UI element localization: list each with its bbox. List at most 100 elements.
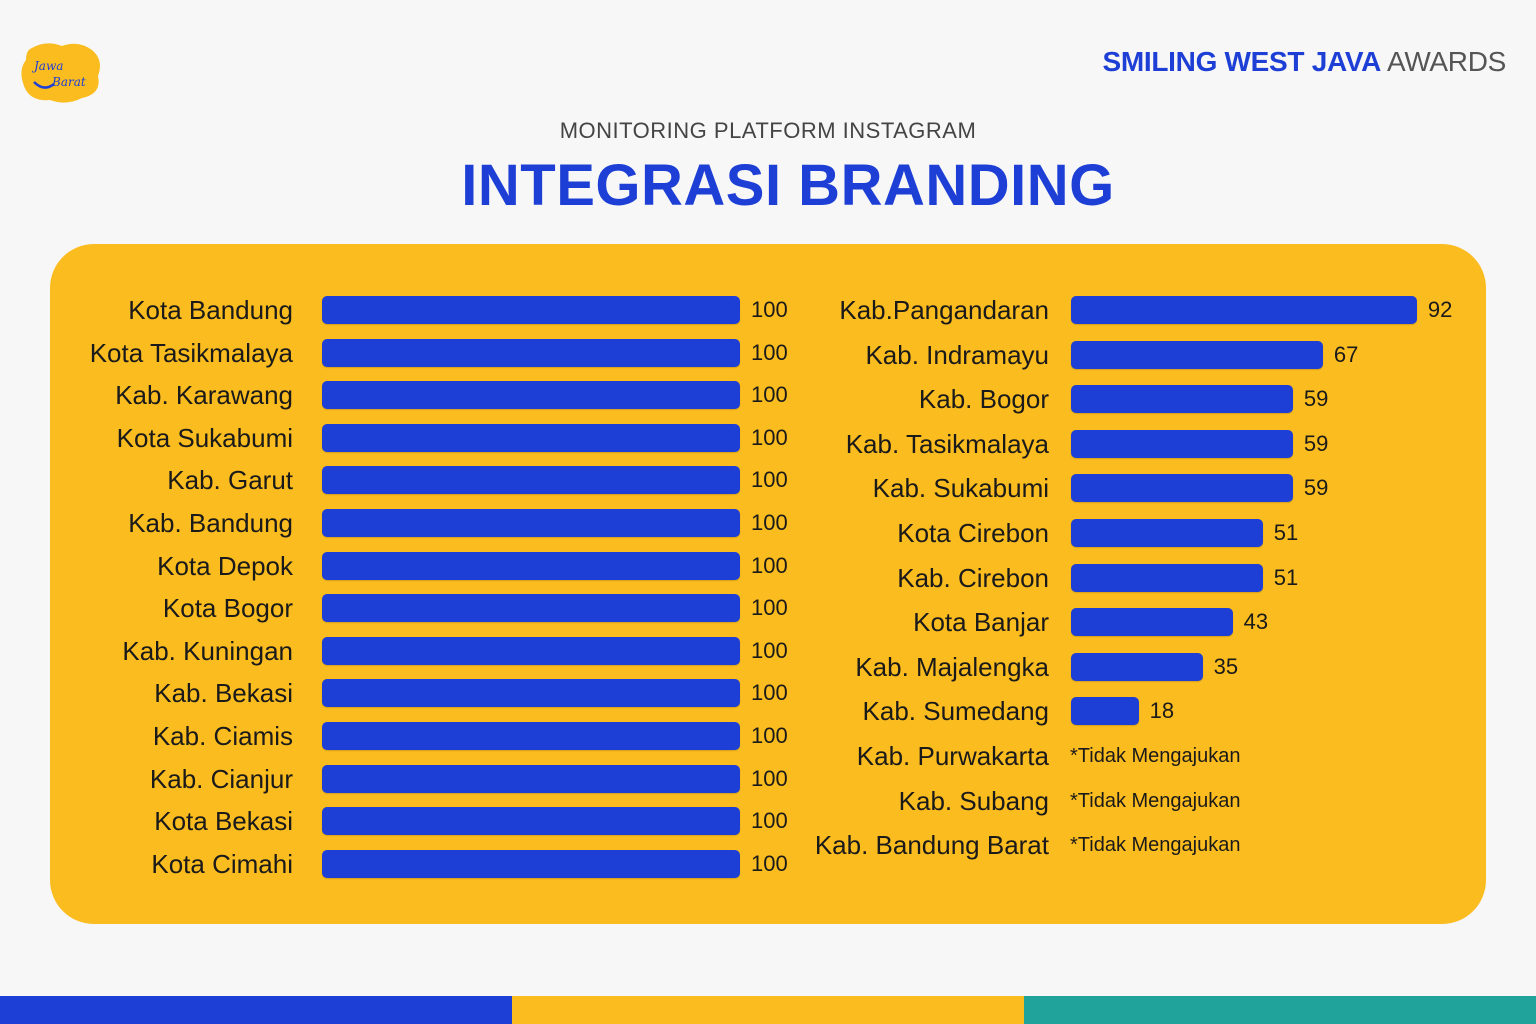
- bar: [322, 509, 740, 537]
- bar: [322, 594, 740, 623]
- category-label: Kab. Purwakarta: [856, 741, 1049, 771]
- bar: [1071, 385, 1293, 414]
- category-label: Kab. Majalengka: [855, 651, 1049, 682]
- value-label: 100: [751, 552, 788, 578]
- bar: [322, 849, 740, 878]
- bar: [322, 466, 740, 495]
- category-label: Kab. Bekasi: [154, 678, 293, 709]
- bar: [322, 807, 740, 836]
- category-label: Kota Bandung: [128, 295, 293, 325]
- bar-row: Kab. Kuningan 100: [50, 633, 1486, 669]
- bar-row: Kab.Pangandaran 92: [50, 292, 1486, 328]
- value-label: 92: [1427, 297, 1453, 322]
- bar: [1071, 429, 1293, 458]
- value-label: 100: [751, 765, 788, 791]
- bar-row: Kab. Bekasi 100: [50, 675, 1486, 711]
- bar-row: Kab. Tasikmalaya 59: [50, 426, 1486, 462]
- bar-row: Kota Sukabumi 100: [50, 420, 1486, 456]
- category-label: Kota Sukabumi: [116, 422, 293, 453]
- bar-row: Kab. Majalengka 35: [50, 649, 1486, 685]
- bar-row: Kab. Garut 100: [50, 462, 1486, 498]
- value-label: 100: [751, 297, 788, 322]
- value-label: 18: [1149, 698, 1175, 724]
- category-label: Kota Depok: [157, 550, 293, 581]
- category-label: Kota Banjar: [913, 607, 1049, 638]
- annotation-label: *Tidak Mengajukan: [1070, 834, 1241, 857]
- category-label: Kab. Ciamis: [152, 721, 293, 751]
- value-label: 100: [751, 723, 788, 748]
- bar-row: Kab. Ciamis 100: [50, 718, 1486, 754]
- value-label: 100: [751, 424, 788, 450]
- value-label: 67: [1333, 341, 1359, 367]
- bar: [1071, 296, 1417, 324]
- category-label: Kab. Sumedang: [862, 696, 1049, 727]
- footer-stripe-yellow: [512, 996, 1024, 1024]
- bar: [322, 338, 740, 367]
- bar-row: Kota Cirebon 51: [50, 515, 1486, 551]
- value-label: 51: [1273, 564, 1299, 590]
- bar-row: Kota Bandung 100: [50, 292, 1486, 328]
- bar-row: Kota Bogor 100: [50, 590, 1486, 626]
- category-label: Kab. Kuningan: [122, 635, 293, 666]
- annotation-label: *Tidak Mengajukan: [1070, 745, 1241, 767]
- brand-title: SMILING WEST JAVA AWARDS: [1103, 46, 1507, 78]
- category-label: Kab. Bandung Barat: [814, 830, 1049, 861]
- bar-row: Kab. Indramayu 67: [50, 337, 1486, 373]
- value-label: 100: [751, 680, 788, 706]
- bar: [1071, 519, 1263, 547]
- bar-row: Kota Cimahi 100: [50, 846, 1486, 882]
- bar-row: Kab. Sumedang 18: [50, 693, 1486, 729]
- bar: [1071, 608, 1233, 637]
- bar: [322, 679, 740, 708]
- footer-stripe-blue: [0, 996, 512, 1024]
- footer-stripe-teal: [1024, 996, 1536, 1024]
- category-label: Kab. Cirebon: [897, 562, 1049, 593]
- bar-row: Kab. Purwakarta *Tidak Mengajukan: [50, 738, 1486, 774]
- value-label: 100: [751, 595, 788, 621]
- bar-row: Kab. Bogor 59: [50, 381, 1486, 417]
- bar: [322, 551, 740, 580]
- bar-row: Kab. Cianjur 100: [50, 761, 1486, 797]
- category-label: Kab. Bogor: [918, 384, 1049, 415]
- bar: [1071, 697, 1139, 726]
- value-label: 100: [751, 510, 788, 535]
- bar-row: Kab. Sukabumi 59: [50, 470, 1486, 506]
- bar-row: Kab. Bandung 100: [50, 505, 1486, 541]
- bar: [322, 764, 740, 793]
- value-label: 51: [1273, 520, 1299, 545]
- bar: [1071, 652, 1203, 681]
- bar-row: Kota Depok 100: [50, 548, 1486, 584]
- brand-light: AWARDS: [1381, 46, 1506, 77]
- value-label: 100: [751, 850, 788, 876]
- value-label: 100: [751, 339, 788, 365]
- bar-row: Kota Banjar 43: [50, 604, 1486, 640]
- page-title: INTEGRASI BRANDING: [461, 153, 1115, 218]
- category-label: Kota Bogor: [162, 593, 293, 624]
- category-label: Kota Cirebon: [897, 518, 1049, 548]
- bar: [322, 636, 740, 665]
- brand-bold: SMILING WEST JAVA: [1102, 46, 1382, 77]
- chart-panel: Kota Bandung 100 Kota Tasikmalaya 100 Kab. K…: [50, 244, 1486, 924]
- value-label: 100: [751, 637, 788, 663]
- value-label: 59: [1303, 475, 1329, 501]
- bar-row: Kab. Karawang 100: [50, 377, 1486, 413]
- category-label: Kota Cimahi: [151, 848, 293, 879]
- annotation-label: *Tidak Mengajukan: [1070, 789, 1241, 812]
- category-label: Kab. Subang: [898, 785, 1049, 816]
- value-label: 100: [751, 382, 788, 408]
- category-label: Kab. Bandung: [128, 508, 293, 538]
- bar: [322, 381, 740, 410]
- category-label: Kota Tasikmalaya: [89, 337, 293, 368]
- bar: [322, 423, 740, 452]
- footer-stripe: [0, 996, 1536, 1024]
- value-label: 43: [1243, 609, 1269, 635]
- value-label: 59: [1303, 386, 1329, 412]
- category-label: Kab. Garut: [167, 465, 293, 496]
- logo-icon: Jawa Barat: [21, 43, 100, 103]
- bar: [1071, 340, 1323, 369]
- bar-row: Kab. Bandung Barat *Tidak Mengajukan: [50, 827, 1486, 863]
- bar: [1071, 563, 1263, 592]
- value-label: 35: [1213, 653, 1239, 679]
- value-label: 100: [751, 808, 788, 834]
- bar: [322, 296, 740, 324]
